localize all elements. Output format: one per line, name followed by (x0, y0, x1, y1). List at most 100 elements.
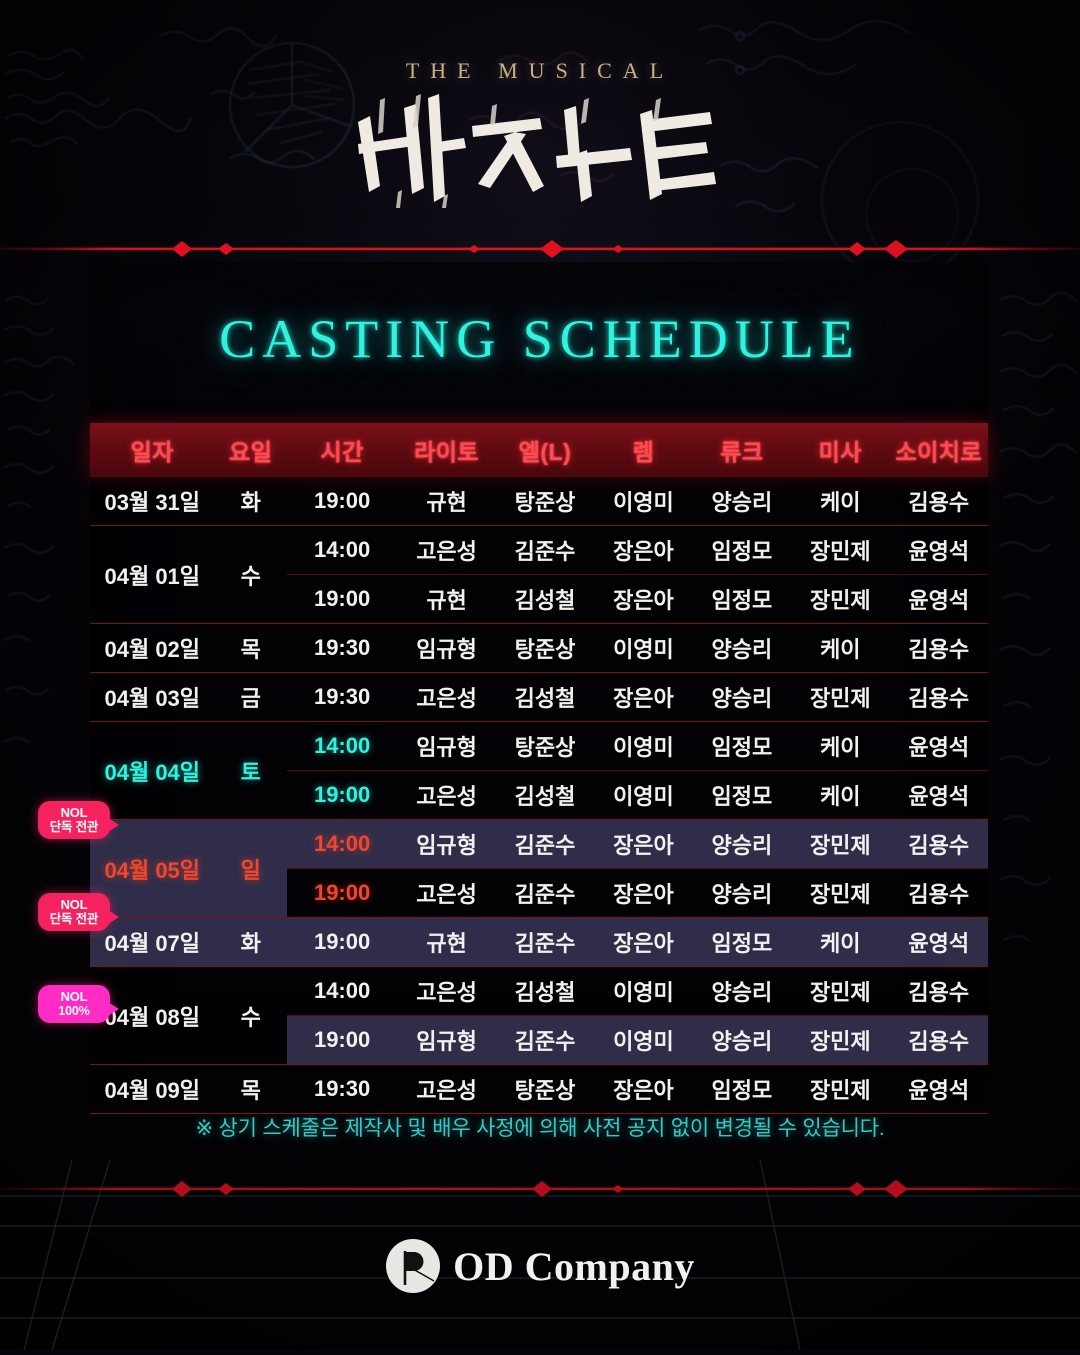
cell-time: 19:00 (286, 917, 398, 967)
col-header-date: 일자 (90, 423, 215, 477)
col-header-misa: 미사 (791, 423, 890, 477)
cell-cast-2: 이영미 (594, 721, 693, 771)
casting-schedule-table: 일자 요일 시간 라이토 엘(L) 렘 류크 미사 소이치로 03월 31일 화 1… (90, 423, 988, 1114)
cell-cast-1: 김성철 (495, 672, 595, 722)
col-header-dayofweek: 요일 (214, 423, 287, 477)
col-header-ryuk: 류크 (692, 423, 792, 477)
cell-cast-2: 이영미 (594, 1015, 693, 1065)
col-header-time: 시간 (286, 423, 398, 477)
cell-cast-0: 고은성 (397, 966, 496, 1016)
cell-time: 19:30 (286, 672, 398, 722)
cell-cast-5: 김용수 (889, 966, 988, 1016)
cell-cast-1: 김성철 (495, 966, 595, 1016)
nol-badge: NOL 단독 전관 (38, 801, 110, 839)
cell-date: 04월 02일 (90, 623, 215, 673)
cell-cast-4: 케이 (791, 477, 890, 526)
table-row: 04월 04일 토 14:00 임규형 탕준상 이영미 임정모 케이 윤영석 (90, 721, 988, 820)
cell-cast-2: 이영미 (594, 623, 693, 673)
cell-cast-0: 규현 (397, 574, 496, 624)
cell-cast-4: 케이 (791, 721, 890, 771)
cell-cast-1: 김성철 (495, 574, 595, 624)
table-row: 04월 01일 수 14:00 고은성 김준수 장은아 임정모 장민제 윤영석 (90, 525, 988, 624)
cell-dayofweek: 화 (214, 917, 287, 967)
table-row: 04월 03일 금 19:30 고은성 김성철 장은아 양승리 장민제 김용수 (90, 672, 988, 722)
cell-cast-3: 양승리 (692, 966, 792, 1016)
cell-cast-5: 김용수 (889, 672, 988, 722)
cell-cast-5: 김용수 (889, 477, 988, 526)
cell-cast-1: 김준수 (495, 525, 595, 575)
cell-date: 04월 03일 (90, 672, 215, 722)
col-header-soichiro: 소이치로 (889, 423, 988, 477)
cell-cast-3: 임정모 (692, 1064, 792, 1114)
table-body: 03월 31일 화 19:00 규현 탕준상 이영미 양승리 케이 김용수 04월 01일 수 14:… (90, 477, 988, 1114)
cell-cast-3: 양승리 (692, 868, 792, 918)
cell-cast-1: 탕준상 (495, 623, 595, 673)
cell-cast-2: 장은아 (594, 672, 693, 722)
cell-cast-2: 이영미 (594, 477, 693, 526)
table-row: 19:00 고은성 김준수 장은아 양승리 장민제 김용수 (90, 868, 988, 918)
cell-cast-1: 김성철 (495, 770, 595, 820)
cell-cast-3: 양승리 (692, 1015, 792, 1065)
table-row: 04월 07일 화 19:00 규현 김준수 장은아 임정모 케이 윤영석 (90, 917, 988, 967)
cell-time: 14:00 (286, 819, 398, 869)
eyebrow-the-musical: THE MUSICAL (405, 58, 675, 83)
cell-time: 19:00 (286, 477, 398, 526)
nol-badge-line1: NOL (60, 988, 88, 1004)
nol-badge-line2: 100% (58, 1004, 90, 1019)
cell-cast-4: 케이 (791, 770, 890, 820)
cell-cast-4: 케이 (791, 623, 890, 673)
table-row: 04월 09일 목 19:30 고은성 탕준상 장은아 임정모 장민제 윤영석 (90, 1064, 988, 1114)
cell-dayofweek: 화 (214, 477, 287, 526)
cell-cast-1: 김준수 (495, 819, 595, 869)
cell-cast-2: 장은아 (594, 819, 693, 869)
cell-date: 04월 09일 (90, 1064, 215, 1114)
od-circle-logo-icon (385, 1238, 441, 1294)
cell-time: 14:00 (286, 721, 398, 771)
cell-cast-4: 케이 (791, 917, 890, 967)
table-header-row: 일자 요일 시간 라이토 엘(L) 렘 류크 미사 소이치로 (90, 423, 988, 477)
cell-cast-2: 이영미 (594, 770, 693, 820)
cell-cast-5: 윤영석 (889, 721, 988, 771)
table-row: 04월 08일 수 14:00 고은성 김성철 이영미 양승리 장민제 김용수 (90, 966, 988, 1065)
nol-badge-line1: NOL (60, 804, 88, 820)
cell-cast-1: 탕준상 (495, 477, 595, 526)
cell-cast-1: 김준수 (495, 1015, 595, 1065)
nol-badge-line1: NOL (60, 896, 88, 912)
cell-date: 04월 07일 (90, 917, 215, 967)
cell-cast-5: 윤영석 (889, 1064, 988, 1114)
cell-cast-4: 장민제 (791, 1015, 890, 1065)
table-header: 일자 요일 시간 라이토 엘(L) 렘 류크 미사 소이치로 (90, 423, 988, 477)
cell-cast-0: 임규형 (397, 721, 496, 771)
cell-cast-4: 장민제 (791, 525, 890, 575)
cell-cast-3: 임정모 (692, 721, 792, 771)
cell-time: 19:00 (286, 1015, 398, 1065)
cell-cast-5: 김용수 (889, 868, 988, 918)
cell-cast-4: 장민제 (791, 672, 890, 722)
table-row: 04월 02일 목 19:30 임규형 탕준상 이영미 양승리 케이 김용수 (90, 623, 988, 673)
cell-cast-5: 윤영석 (889, 770, 988, 820)
schedule-disclaimer-note: ※ 상기 스케줄은 제작사 및 배우 사정에 의해 사전 공지 없이 변경될 수… (195, 1117, 885, 1140)
cell-cast-4: 장민제 (791, 819, 890, 869)
col-header-l: 엘(L) (495, 423, 595, 477)
cell-cast-3: 양승리 (692, 477, 792, 526)
cell-cast-4: 장민제 (791, 1064, 890, 1114)
cell-cast-3: 임정모 (692, 770, 792, 820)
table-row: 19:00 고은성 김성철 이영미 임정모 케이 윤영석 (90, 770, 988, 820)
brand-name: OD Company (453, 1243, 695, 1289)
cell-cast-2: 장은아 (594, 868, 693, 918)
show-title-logo (0, 92, 1080, 212)
table-row: 19:00 규현 김성철 장은아 임정모 장민제 윤영석 (90, 574, 988, 624)
cell-cast-5: 김용수 (889, 1015, 988, 1065)
cell-cast-2: 이영미 (594, 966, 693, 1016)
nol-badge: NOL 100% (38, 985, 110, 1023)
nol-badge: NOL 단독 전관 (38, 893, 110, 931)
cell-date: 04월 01일 (90, 525, 215, 624)
table-row: 03월 31일 화 19:00 규현 탕준상 이영미 양승리 케이 김용수 (90, 477, 988, 526)
cell-cast-4: 장민제 (791, 574, 890, 624)
cell-dayofweek: 목 (214, 1064, 287, 1114)
cell-cast-0: 임규형 (397, 1015, 496, 1065)
stage-floor-decor (0, 1159, 1080, 1351)
table-row: 19:00 임규형 김준수 이영미 양승리 장민제 김용수 (90, 1015, 988, 1065)
col-header-rem: 렘 (594, 423, 693, 477)
cell-dayofweek: 토 (214, 721, 287, 820)
